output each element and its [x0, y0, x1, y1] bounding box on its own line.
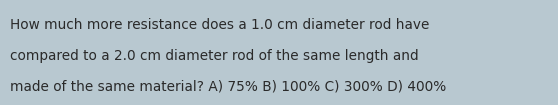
Text: made of the same material? A) 75% B) 100% C) 300% D) 400%: made of the same material? A) 75% B) 100… [10, 79, 446, 93]
Text: compared to a 2.0 cm diameter rod of the same length and: compared to a 2.0 cm diameter rod of the… [10, 49, 418, 63]
Text: How much more resistance does a 1.0 cm diameter rod have: How much more resistance does a 1.0 cm d… [10, 18, 430, 32]
